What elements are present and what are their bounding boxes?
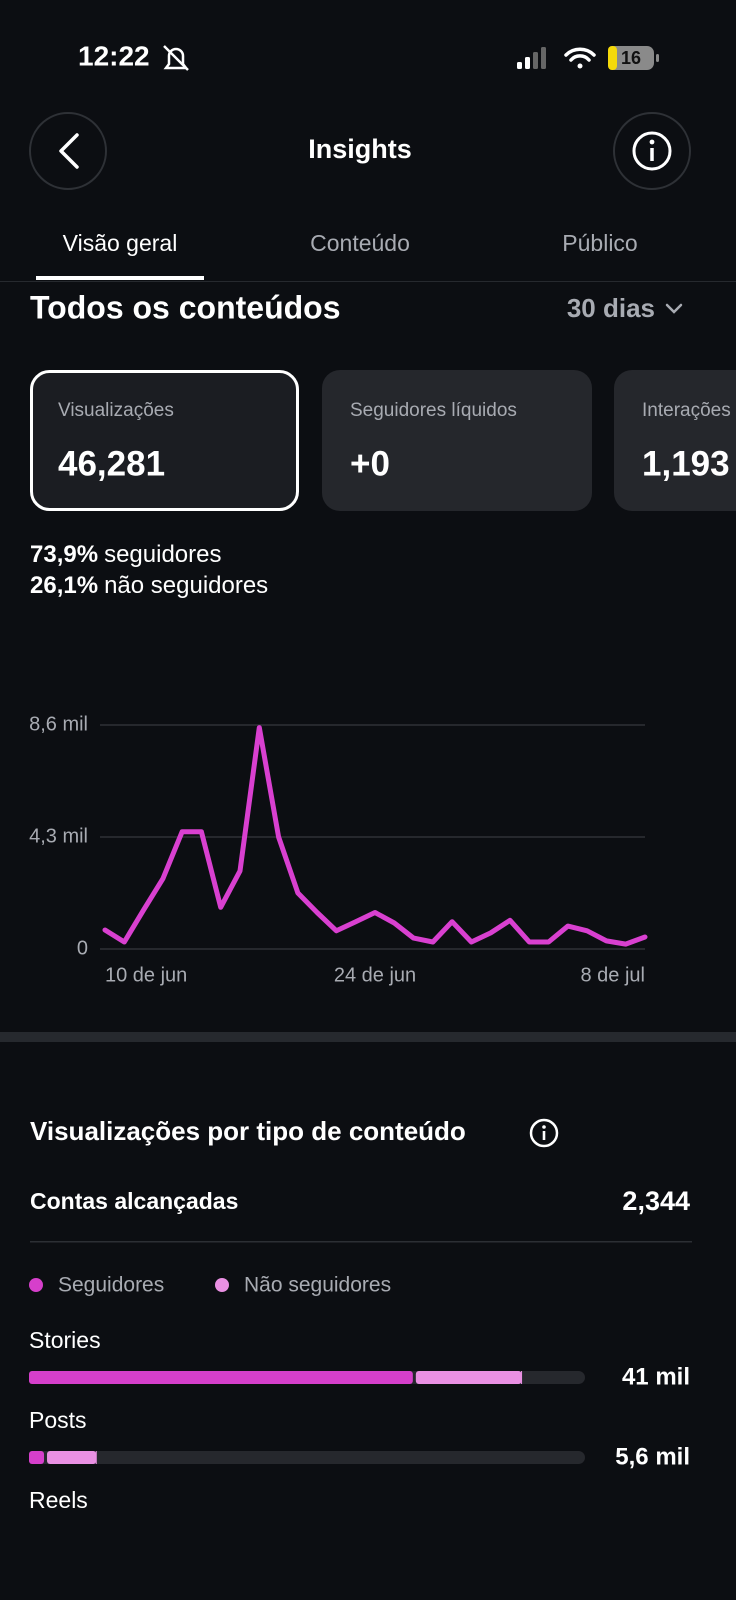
audience-label: seguidores [104, 541, 221, 568]
card-label: Visualizações [58, 400, 174, 421]
legend-label: Seguidores [58, 1274, 164, 1297]
breakdown-info-icon[interactable] [529, 1118, 559, 1148]
signal-icon [517, 47, 546, 69]
x-tick-label: 10 de jun [105, 964, 187, 986]
section-title: Todos os conteúdos [30, 289, 341, 325]
tab-divider [0, 281, 736, 282]
wifi-icon [564, 47, 596, 69]
tab[interactable]: Conteúdo [310, 230, 410, 256]
audience-label: não seguidores [104, 572, 268, 599]
metric-card[interactable]: Visualizações 46,281 [30, 370, 299, 511]
bar-segment [415, 1371, 522, 1384]
audience-percent: 26,1% [30, 572, 98, 599]
card-label: Seguidores líquidos [350, 400, 517, 421]
total-label: 41 mil [622, 1363, 690, 1390]
breakdown-title: Visualizações por tipo de conteúdo [30, 1116, 466, 1146]
bar-track [29, 1451, 585, 1464]
active-tab-indicator [36, 276, 204, 280]
back-button[interactable] [29, 112, 107, 190]
content-type-bar-chart: Seguidores Não seguidores Stories 41 mil Pos… [29, 1274, 690, 1513]
card-value: 46,281 [58, 444, 165, 483]
card-value: +0 [350, 444, 390, 483]
tab[interactable]: Público [562, 230, 637, 256]
reach-divider [30, 1241, 692, 1243]
card-value: 1,193 [642, 444, 730, 483]
legend-swatch [29, 1278, 43, 1292]
y-tick-label: 0 [77, 937, 88, 959]
status-time: 12:22 [78, 40, 150, 71]
period-label[interactable]: 30 dias [567, 293, 655, 323]
views-line [102, 725, 648, 947]
battery-icon: 16 [608, 46, 659, 70]
legend-swatch [215, 1278, 229, 1292]
category-label: Reels [29, 1487, 88, 1513]
x-tick-label: 24 de jun [334, 964, 416, 986]
audience-line: 26,1% não seguidores [30, 572, 268, 599]
bar-segment [29, 1451, 45, 1464]
category-label: Stories [29, 1327, 101, 1353]
battery-level: 16 [621, 48, 641, 68]
category-label: Posts [29, 1407, 87, 1433]
audience-line: 73,9% seguidores [30, 541, 221, 568]
bar-segment [47, 1451, 97, 1464]
total-label: 5,6 mil [615, 1443, 690, 1470]
reach-value: 2,344 [622, 1186, 690, 1216]
y-tick-label: 4,3 mil [29, 825, 88, 847]
mute-icon [163, 45, 189, 71]
bar-segment [29, 1371, 413, 1384]
metric-card[interactable]: Interações 1,193 [614, 370, 736, 511]
card-label: Interações [642, 400, 731, 421]
metric-card[interactable]: Seguidores líquidos +0 [322, 370, 592, 511]
audience-percent: 73,9% [30, 541, 98, 568]
y-tick-label: 8,6 mil [29, 713, 88, 735]
section-divider [0, 1032, 736, 1042]
tab[interactable]: Visão geral [63, 230, 178, 256]
reach-label: Contas alcançadas [30, 1188, 238, 1214]
period-selector[interactable]: 30 dias [567, 293, 683, 323]
views-line-chart: 0 4,3 mil 8,6 mil 10 de jun 24 de jun 8 de ju… [29, 713, 648, 986]
legend-label: Não seguidores [244, 1274, 391, 1297]
x-tick-label: 8 de jul [581, 964, 646, 986]
page-title: Insights [308, 134, 412, 164]
scroll-content: Todos os conteúdos 30 dias Visualizações… [0, 289, 736, 1513]
info-button[interactable] [613, 112, 691, 190]
